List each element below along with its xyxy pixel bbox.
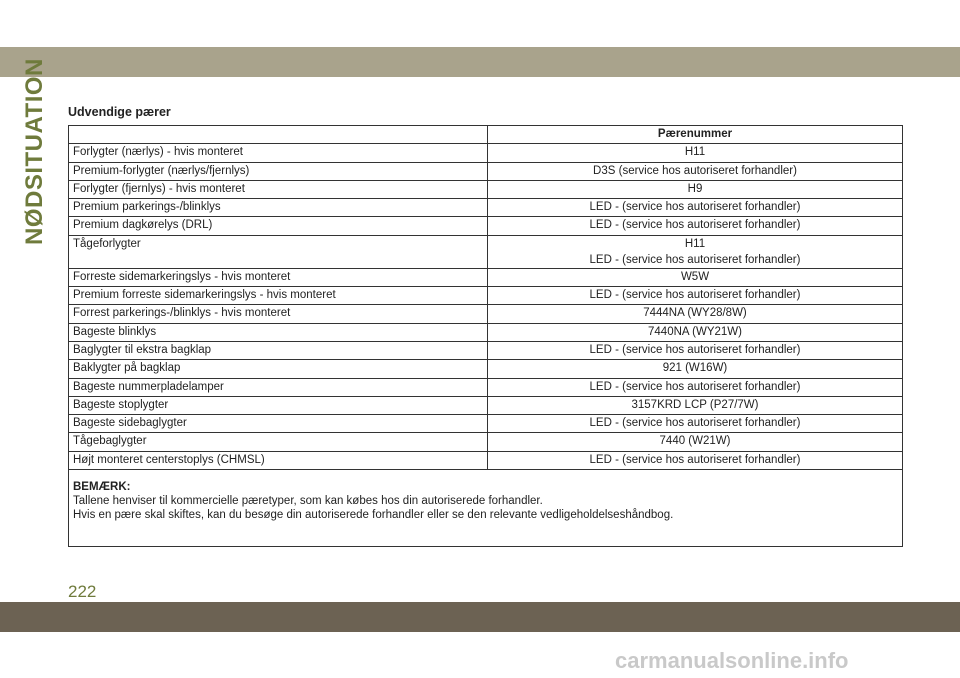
note-cell: BEMÆRK: Tallene henviser til kommercielle… (68, 469, 903, 548)
light-cell: Forreste sidemarkeringslys - hvis monter… (68, 267, 488, 288)
header-cell (68, 124, 488, 145)
bulb-cell: W5W (487, 267, 903, 288)
light-cell: Bageste stoplygter (68, 395, 488, 416)
table-row: Bageste nummerpladelamper LED - (service … (68, 377, 903, 397)
table-row: Premium parkerings-/blinklys LED - (servi… (68, 198, 903, 218)
light-cell: Bageste nummerpladelamper (68, 377, 488, 397)
side-label: NØDSITUATION (21, 58, 48, 245)
header-row: Pærenummer (68, 124, 903, 145)
table-row: Forrest parkerings-/blinklys - hvis mont… (68, 304, 903, 324)
bulb-cell: H11 LED - (service hos autoriseret forhan… (487, 234, 903, 269)
note-line: Hvis en pære skal skiftes, kan du besøge… (73, 509, 674, 522)
light-cell: Forlygter (nærlys) - hvis monteret (68, 143, 488, 163)
table-row: Baglygter til ekstra bagklap LED - (servi… (68, 340, 903, 361)
bulb-cell: H9 (487, 179, 903, 200)
table-row: Baklygter på bagklap 921 (W16W) (68, 359, 903, 379)
bulb-cell: 3157KRD LCP (P27/7W) (487, 395, 903, 416)
bulb-cell: 921 (W16W) (487, 359, 903, 379)
bulb-cell: H11 (487, 143, 903, 163)
table-row: Forreste sidemarkeringslys - hvis monter… (68, 267, 903, 288)
bulb-cell: LED - (service hos autoriseret forhandle… (487, 377, 903, 397)
light-cell: Baklygter på bagklap (68, 359, 488, 379)
watermark: carmanualsonline.info (615, 648, 849, 673)
bulb-line: LED - (service hos autoriseret forhandle… (589, 253, 801, 266)
light-cell: Højt monteret centerstoplys (CHMSL) (68, 450, 488, 471)
table-body: Pærenummer Forlygter (nærlys) - hvis mont… (68, 124, 903, 548)
table-row: Forlygter (fjernlys) - hvis monteret H9 (68, 179, 903, 200)
table-row: Bageste sidebaglygter LED - (service hos … (68, 414, 903, 434)
bulb-line: H11 (684, 237, 706, 250)
note-heading: BEMÆRK: (73, 481, 131, 494)
table-row: Premium-forlygter (nærlys/fjernlys) D3S (… (68, 161, 903, 181)
table-row: Tågebaglygter 7440 (W21W) (68, 432, 903, 452)
bulb-cell: 7440 (W21W) (487, 432, 903, 452)
section-title: Udvendige pærer (68, 105, 171, 119)
page-number: 222 (68, 582, 97, 601)
bulb-table: Pærenummer Forlygter (nærlys) - hvis mont… (68, 124, 903, 548)
bulb-cell: LED - (service hos autoriseret forhandle… (487, 340, 903, 361)
bottom-band (0, 602, 960, 632)
bulb-cell: LED - (service hos autoriseret forhandle… (487, 198, 903, 218)
bulb-cell: D3S (service hos autoriseret forhandler) (487, 161, 903, 181)
light-cell: Premium parkerings-/blinklys (68, 198, 488, 218)
light-cell: Baglygter til ekstra bagklap (68, 340, 488, 361)
light-cell: Forrest parkerings-/blinklys - hvis mont… (68, 304, 488, 324)
bulb-cell: 7440NA (WY21W) (487, 322, 903, 342)
note-row: BEMÆRK: Tallene henviser til kommercielle… (68, 469, 903, 548)
table-row: Premium forreste sidemarkeringslys - hvi… (68, 286, 903, 306)
table-row: Bageste blinklys 7440NA (WY21W) (68, 322, 903, 342)
bulb-cell: 7444NA (WY28/8W) (487, 304, 903, 324)
light-cell: Bageste sidebaglygter (68, 414, 488, 434)
table-row: Forlygter (nærlys) - hvis monteret H11 (68, 143, 903, 163)
light-cell: Premium forreste sidemarkeringslys - hvi… (68, 286, 488, 306)
light-cell: Premium-forlygter (nærlys/fjernlys) (68, 161, 488, 181)
bulb-cell: LED - (service hos autoriseret forhandle… (487, 450, 903, 471)
bulb-cell: LED - (service hos autoriseret forhandle… (487, 216, 903, 236)
table-row: Tågeforlygter H11 LED - (service hos autor… (68, 234, 903, 269)
top-band (0, 47, 960, 77)
header-cell: Pærenummer (487, 124, 903, 145)
light-cell: Forlygter (fjernlys) - hvis monteret (68, 179, 488, 200)
note-line: Tallene henviser til kommercielle pærety… (73, 495, 543, 508)
light-cell: Tågebaglygter (68, 432, 488, 452)
bulb-cell: LED - (service hos autoriseret forhandle… (487, 286, 903, 306)
bulb-cell: LED - (service hos autoriseret forhandle… (487, 414, 903, 434)
light-cell: Premium dagkørelys (DRL) (68, 216, 488, 236)
light-cell: Tågeforlygter (68, 234, 488, 269)
light-cell: Bageste blinklys (68, 322, 488, 342)
table-row: Premium dagkørelys (DRL) LED - (service h… (68, 216, 903, 236)
table-row: Højt monteret centerstoplys (CHMSL) LED -… (68, 450, 903, 471)
table-row: Bageste stoplygter 3157KRD LCP (P27/7W) (68, 395, 903, 416)
